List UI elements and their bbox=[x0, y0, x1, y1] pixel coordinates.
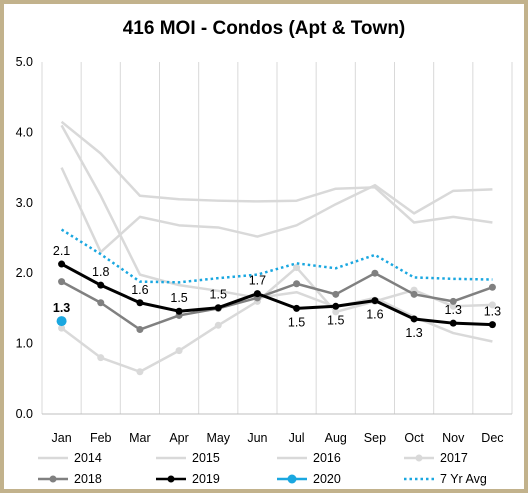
plot-area: 0.0 1.0 2.0 3.0 4.0 5.0 Jan Feb Mar Apr May Jun Jul A… bbox=[16, 55, 513, 445]
data-label: 1.3 bbox=[484, 305, 501, 319]
y-tick-label: 3.0 bbox=[16, 196, 33, 210]
data-point-2019 bbox=[410, 315, 418, 323]
data-point-2019 bbox=[136, 299, 144, 307]
data-point-2018 bbox=[136, 326, 144, 334]
y-tick-label: 4.0 bbox=[16, 125, 33, 139]
data-label: 1.5 bbox=[210, 288, 227, 302]
data-label: 1.8 bbox=[92, 265, 109, 279]
chart-title: 416 MOI - Condos (Apt & Town) bbox=[123, 18, 406, 39]
data-point-2017 bbox=[136, 368, 144, 376]
legend-marker-2018 bbox=[49, 475, 57, 483]
data-point-2017 bbox=[332, 308, 340, 316]
data-label: 1.6 bbox=[366, 308, 383, 322]
series-line-2014 bbox=[60, 120, 493, 224]
x-tick-label: Oct bbox=[404, 431, 424, 445]
y-tick-label: 1.0 bbox=[16, 337, 33, 351]
data-point-2018 bbox=[488, 283, 496, 291]
legend: 2014 2015 2016 2017 2018 2019 2020 7 Yr Avg bbox=[38, 451, 487, 486]
legend-label-2020: 2020 bbox=[313, 472, 341, 486]
legend-marker-2017 bbox=[415, 454, 423, 462]
series-line-2019 bbox=[60, 262, 493, 327]
data-point-2017 bbox=[97, 354, 105, 362]
x-tick-label: Apr bbox=[169, 431, 188, 445]
data-label: 1.5 bbox=[170, 291, 187, 305]
data-point-2018 bbox=[410, 290, 418, 298]
series-line-2018 bbox=[60, 271, 493, 331]
series-line-7-yr-avg bbox=[60, 228, 493, 284]
data-point-2017 bbox=[58, 324, 66, 332]
data-label: 1.5 bbox=[327, 313, 344, 327]
y-tick-label: 2.0 bbox=[16, 266, 33, 280]
legend-label-2016: 2016 bbox=[313, 451, 341, 465]
x-tick-label: Jun bbox=[247, 431, 267, 445]
legend-label-2019: 2019 bbox=[192, 472, 220, 486]
data-point-2019 bbox=[488, 321, 496, 329]
legend-label-7-yr-avg: 7 Yr Avg bbox=[440, 472, 487, 486]
data-point-2017 bbox=[449, 302, 457, 310]
x-tick-label: Aug bbox=[325, 431, 347, 445]
data-point-2019 bbox=[97, 281, 105, 289]
data-point-2018 bbox=[371, 269, 379, 277]
data-point-2020 bbox=[56, 316, 67, 327]
data-point-2019 bbox=[253, 290, 261, 298]
data-point-2018 bbox=[97, 299, 105, 307]
data-label: 1.5 bbox=[288, 315, 305, 329]
data-label: 1.7 bbox=[249, 274, 266, 288]
data-point-2018 bbox=[449, 297, 457, 305]
legend-marker-2020 bbox=[287, 474, 297, 484]
data-point-2019 bbox=[58, 260, 66, 268]
data-point-2019 bbox=[332, 302, 340, 310]
data-point-2019 bbox=[293, 304, 301, 312]
data-point-2017 bbox=[488, 301, 496, 309]
legend-label-2014: 2014 bbox=[74, 451, 102, 465]
data-point-2017 bbox=[214, 321, 222, 329]
legend-marker-2019 bbox=[167, 475, 175, 483]
data-point-2017 bbox=[175, 347, 183, 355]
data-label: 1.3 bbox=[53, 301, 70, 315]
data-label: 1.6 bbox=[131, 283, 148, 297]
x-tick-label: May bbox=[206, 431, 230, 445]
data-point-2018 bbox=[58, 278, 66, 286]
line-chart: 416 MOI - Condos (Apt & Town) 0.0 1.0 2.0 3… bbox=[16, 18, 513, 486]
series-line-2017 bbox=[60, 266, 493, 374]
chart-frame: 416 MOI - Condos (Apt & Town) 0.0 1.0 2.0 3… bbox=[4, 4, 524, 489]
x-tick-label: Jan bbox=[52, 431, 72, 445]
data-point-2019 bbox=[214, 304, 222, 312]
x-tick-label: Sep bbox=[364, 431, 386, 445]
legend-label-2015: 2015 bbox=[192, 451, 220, 465]
x-tick-label: Mar bbox=[129, 431, 151, 445]
data-point-2019 bbox=[371, 297, 379, 305]
data-point-2018 bbox=[293, 280, 301, 288]
y-tick-label: 5.0 bbox=[16, 55, 33, 69]
data-label: 2.1 bbox=[53, 244, 70, 258]
y-tick-label: 0.0 bbox=[16, 407, 33, 421]
data-label: 1.3 bbox=[445, 303, 462, 317]
data-point-2019 bbox=[449, 319, 457, 327]
data-point-2017 bbox=[293, 264, 301, 272]
x-tick-label: Jul bbox=[289, 431, 305, 445]
series-line-2015 bbox=[60, 167, 493, 254]
legend-label-2018: 2018 bbox=[74, 472, 102, 486]
x-tick-label: Dec bbox=[481, 431, 503, 445]
legend-label-2017: 2017 bbox=[440, 451, 468, 465]
data-point-2018 bbox=[332, 290, 340, 298]
x-tick-label: Feb bbox=[90, 431, 112, 445]
data-point-2019 bbox=[175, 307, 183, 315]
x-tick-label: Nov bbox=[442, 431, 465, 445]
data-label: 1.3 bbox=[405, 326, 422, 340]
